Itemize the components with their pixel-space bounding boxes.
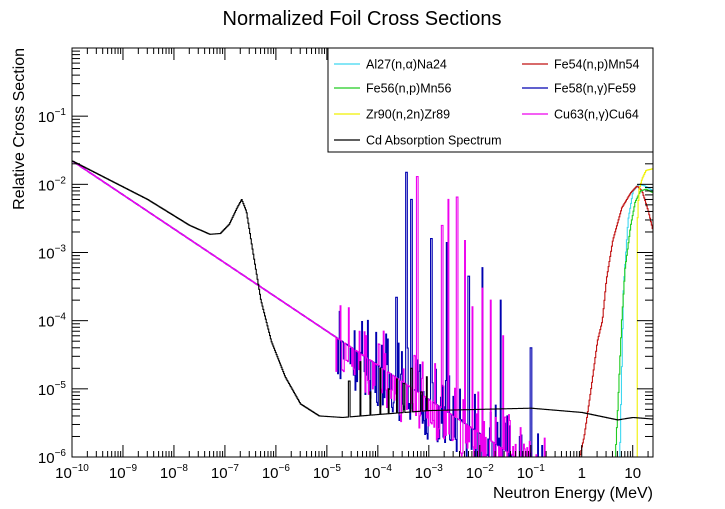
x-tick-label: 10−10	[55, 463, 89, 482]
y-tick-label: 10−1	[38, 107, 67, 126]
series-layer	[72, 160, 653, 457]
y-tick-label: 10−6	[38, 448, 67, 467]
series-line-5	[72, 160, 546, 457]
legend-label: Fe54(n,p)Mn54	[554, 58, 640, 72]
legend-label: Fe58(n,γ)Fe59	[554, 82, 636, 96]
x-tick-label: 10−8	[160, 463, 189, 482]
legend-label: Fe56(n,p)Mn56	[366, 82, 452, 96]
x-tick-label: 10	[624, 465, 641, 482]
y-tick-label: 10−5	[38, 380, 67, 399]
x-tick-label: 10−9	[109, 463, 138, 482]
x-tick-label: 10−3	[415, 463, 444, 482]
legend-label: Cu63(n,γ)Cu64	[554, 108, 639, 122]
legend-label: Cd Absorption Spectrum	[366, 134, 502, 148]
x-tick-label: 10−1	[517, 463, 546, 482]
y-tick-label: 10−4	[38, 312, 67, 331]
x-tick-label: 10−4	[364, 463, 393, 482]
x-axis-title: Neutron Energy (MeV)	[493, 485, 653, 502]
x-tick-label: 10−7	[211, 463, 240, 482]
x-tick-label: 10−6	[262, 463, 291, 482]
chart-title: Normalized Foil Cross Sections	[223, 8, 502, 30]
x-tick-label: 10−2	[466, 463, 495, 482]
legend-label: Zr90(n,2n)Zr89	[366, 108, 450, 122]
y-tick-label: 10−3	[38, 244, 67, 263]
y-axis-title: Relative Cross Section	[11, 48, 28, 210]
legend-box	[327, 47, 654, 153]
series-line-4	[72, 168, 653, 457]
y-tick-label: 10−2	[38, 175, 67, 194]
series-line-6	[72, 160, 653, 421]
x-tick-label: 10−5	[313, 463, 342, 482]
series-line-3	[72, 160, 544, 457]
axis-layer: 10−10 10−9 10−8 10−7 10−6 10−5 10−4 10−3 10−2 10−…	[38, 47, 653, 482]
legend: Al27(n,α)Na24 Fe54(n,p)Mn54 Fe56(n,p)Mn56 F…	[327, 47, 654, 153]
x-tick-label: 1	[578, 465, 586, 482]
legend-label: Al27(n,α)Na24	[366, 58, 447, 72]
series-line-1	[72, 185, 653, 457]
